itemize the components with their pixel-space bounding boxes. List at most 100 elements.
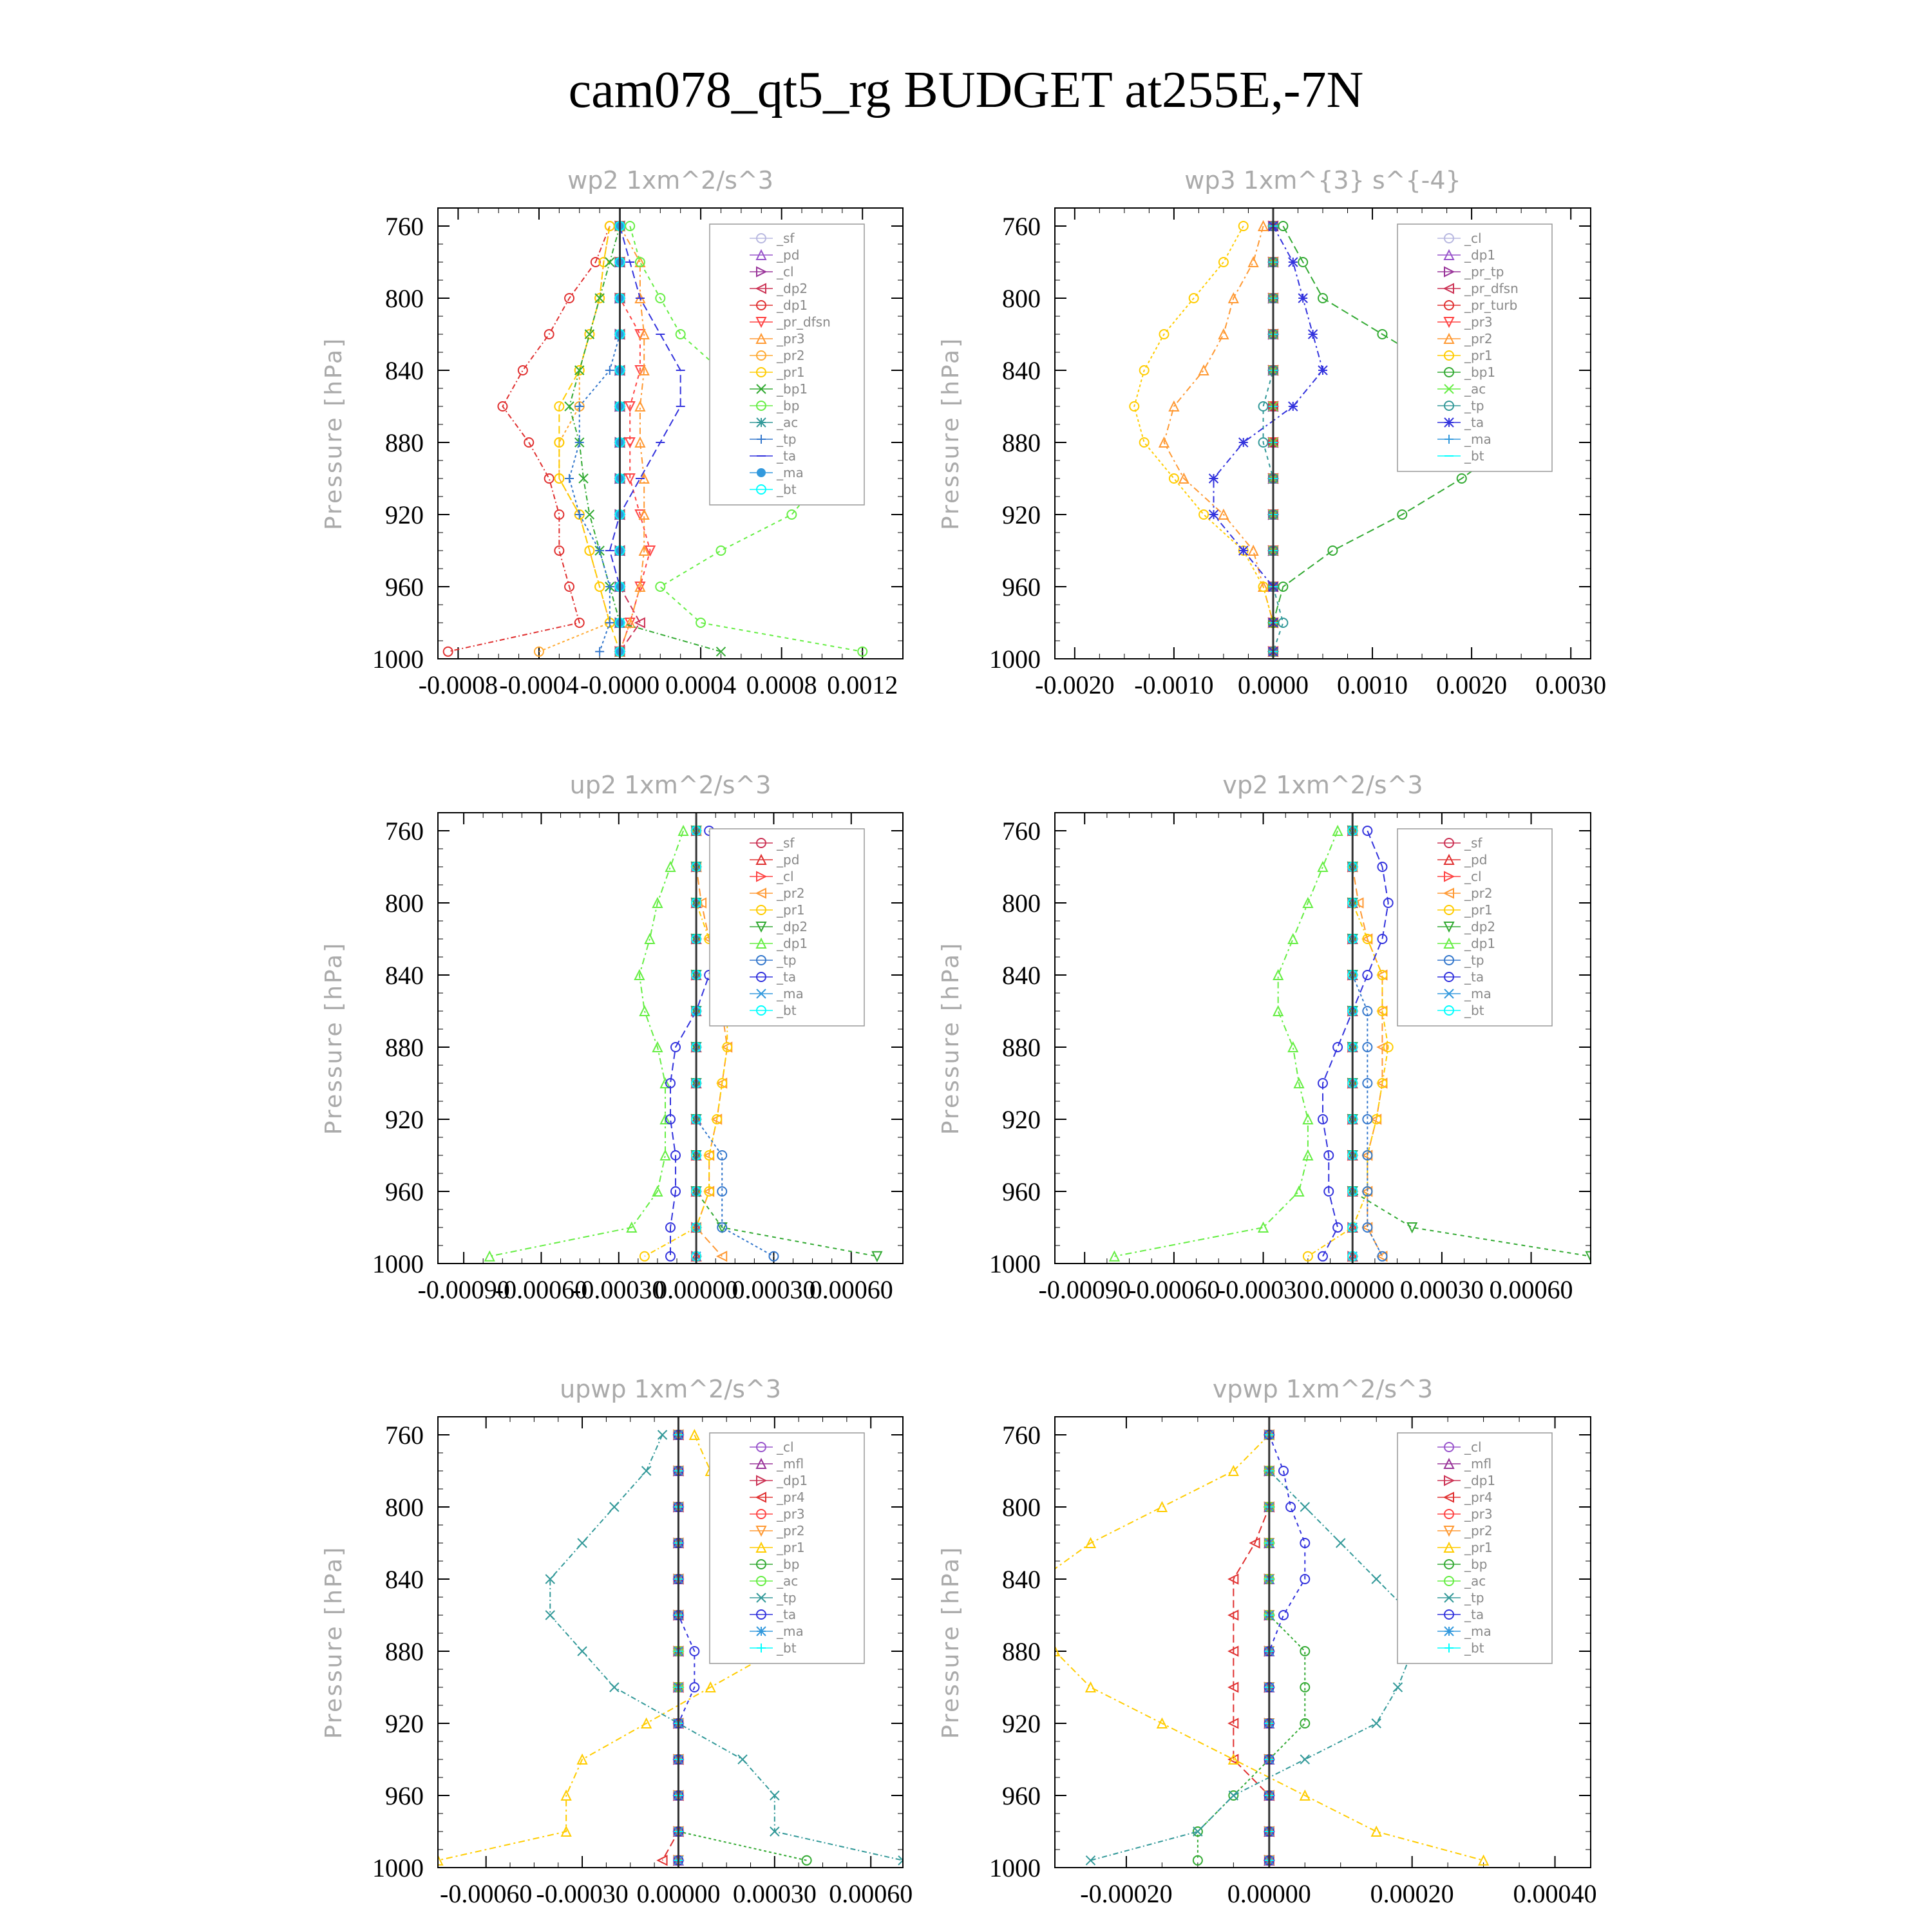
plot-area <box>1108 813 1591 1264</box>
panel-5: upwp 1xm^2/s^3 Pressure [hPa] 760 800 840 880… <box>321 1375 913 1908</box>
series-line <box>1133 225 1274 652</box>
data-point <box>1238 437 1249 448</box>
data-point <box>634 400 646 412</box>
plot-area <box>442 208 868 659</box>
data-point <box>1198 509 1209 520</box>
data-point <box>717 1186 728 1197</box>
legend-label: _pr2 <box>1464 331 1493 346</box>
data-point <box>634 580 646 592</box>
data-point <box>675 329 686 339</box>
data-point <box>1227 1718 1239 1729</box>
data-point <box>1192 1855 1203 1866</box>
data-point <box>1318 365 1328 375</box>
data-point <box>644 933 656 944</box>
data-point <box>670 1150 681 1160</box>
data-point <box>574 618 585 628</box>
y-tick-label: 880 <box>1002 428 1041 457</box>
data-point <box>1139 437 1150 448</box>
y-tick-label: 800 <box>1002 889 1041 918</box>
data-point <box>717 1150 728 1160</box>
data-point <box>639 1005 650 1016</box>
data-point <box>1307 329 1318 339</box>
x-tick-label: 0.00030 <box>733 1879 817 1908</box>
legend-label: _pr2 <box>776 348 805 363</box>
data-point <box>1318 1078 1328 1088</box>
series-line <box>695 831 728 1257</box>
data-point <box>577 1646 587 1656</box>
data-point <box>722 1042 733 1052</box>
legend-label: _pr1 <box>1464 902 1493 918</box>
legend-label: _pr3 <box>1464 1506 1493 1522</box>
data-point <box>1218 508 1229 520</box>
data-point <box>554 545 565 556</box>
legend-label: _pd <box>1464 852 1487 867</box>
data-point <box>644 545 656 557</box>
x-tick-label: 0.00030 <box>732 1275 815 1304</box>
data-point <box>1456 473 1467 484</box>
series-line <box>629 225 863 652</box>
legend-label: _pr2 <box>776 886 805 901</box>
plot-frame <box>437 1416 904 1868</box>
data-point <box>1218 257 1229 267</box>
x-tick-label: 0.00060 <box>1490 1275 1573 1304</box>
legend-label: _dp1 <box>1464 936 1495 951</box>
legend-label: _bp1 <box>1464 365 1495 380</box>
legend-label: _mfl <box>1464 1456 1492 1472</box>
data-point <box>1300 1718 1311 1728</box>
data-point <box>624 437 636 449</box>
x-tick-label: 0.0008 <box>746 670 817 699</box>
data-point <box>641 1717 652 1728</box>
data-point <box>584 509 595 520</box>
legend-label: _tp <box>1464 1590 1484 1605</box>
data-point <box>609 1502 620 1512</box>
data-point <box>652 1185 663 1197</box>
data-point <box>770 1790 780 1801</box>
data-point <box>524 437 535 448</box>
data-point <box>1156 1717 1168 1728</box>
legend-label: _cl <box>776 869 794 884</box>
y-tick-label: 840 <box>385 961 424 990</box>
y-tick-label: 920 <box>1002 500 1041 529</box>
data-point <box>634 257 645 267</box>
data-point <box>564 582 575 592</box>
legend-label: _pd <box>776 247 799 263</box>
data-point <box>715 545 726 556</box>
data-point <box>656 1855 668 1866</box>
data-point <box>712 1114 723 1124</box>
y-tick-label: 800 <box>385 1493 424 1522</box>
data-point <box>578 473 589 484</box>
data-point <box>659 1113 671 1124</box>
y-tick-label: 960 <box>385 1781 424 1810</box>
data-point <box>1258 582 1269 592</box>
data-point <box>1300 1538 1311 1548</box>
x-tick-label: -0.00030 <box>1217 1275 1309 1304</box>
data-point <box>705 1681 716 1692</box>
data-point <box>576 1753 588 1765</box>
data-point <box>624 401 636 413</box>
data-point <box>1273 969 1284 980</box>
data-point <box>704 1150 715 1160</box>
legend-label: _dp2 <box>1464 919 1495 934</box>
data-point <box>1332 1042 1343 1052</box>
data-point <box>1318 293 1328 303</box>
data-point <box>717 1222 728 1233</box>
legend-label: _ta <box>776 969 796 985</box>
data-point <box>438 1854 444 1866</box>
x-tick-label: -0.0004 <box>499 670 578 699</box>
legend-label: _ac <box>776 1573 798 1589</box>
data-point <box>1371 1574 1381 1584</box>
data-point <box>1318 1251 1328 1262</box>
legend-label: _sf <box>776 835 795 851</box>
data-point <box>1288 257 1298 267</box>
legend-label: _bp <box>1464 1557 1487 1572</box>
series-line <box>1055 1434 1484 1861</box>
data-point <box>1377 862 1388 872</box>
legend-label: _pr1 <box>1464 348 1493 363</box>
legend-label: _dp1 <box>776 936 808 951</box>
data-point <box>1129 401 1140 412</box>
x-tick-label: -0.00060 <box>440 1879 532 1908</box>
data-point <box>497 401 508 412</box>
data-point <box>1278 618 1289 628</box>
data-point <box>560 1825 572 1837</box>
data-point <box>715 1251 728 1262</box>
